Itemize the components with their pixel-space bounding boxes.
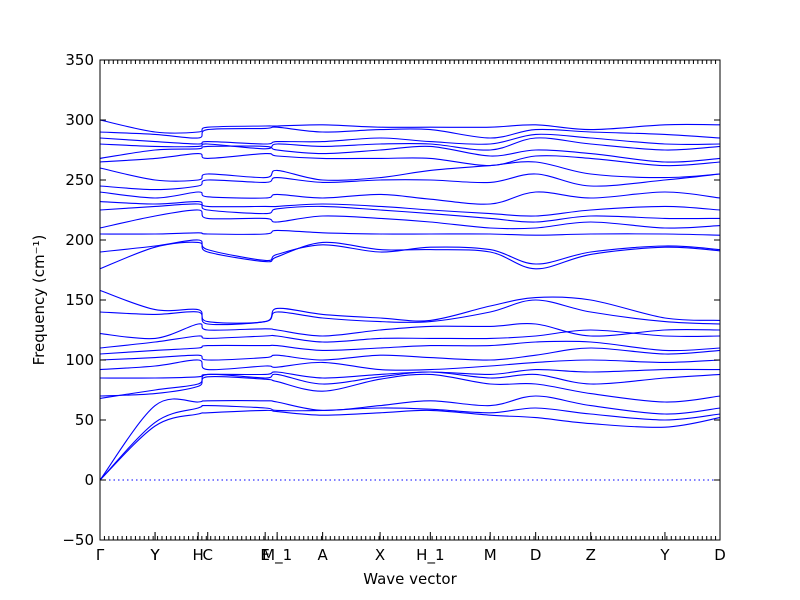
band-line-25 (99, 137, 721, 151)
band-line-9 (99, 340, 721, 355)
band-line-13 (99, 289, 721, 324)
y-tick-label: −50 (62, 531, 94, 549)
y-tick-label: 250 (65, 171, 94, 189)
band-line-27 (99, 126, 721, 139)
band-line-26 (99, 133, 721, 145)
y-tick-label: 200 (65, 231, 94, 249)
band-line-20 (99, 191, 721, 205)
y-tick-label: 350 (65, 51, 94, 69)
band-line-11 (99, 323, 721, 340)
band-line-8 (99, 347, 721, 361)
x-tick-label: Z (586, 546, 596, 564)
x-tick-label: H_1 (416, 546, 444, 565)
band-line-12 (99, 299, 721, 326)
band-line-5 (99, 371, 721, 399)
band-lines (99, 119, 721, 481)
y-tick-label: 300 (65, 111, 94, 129)
x-tick-label: C (202, 546, 212, 564)
band-line-21 (99, 173, 721, 191)
y-axis-label: Frequency (cm⁻¹) (30, 235, 48, 366)
x-tick-label: H (193, 546, 204, 564)
y-axis: −50 0 50 100 150 200 250 300 350 (62, 51, 720, 549)
band-line-1 (99, 409, 721, 481)
y-tick-label: 150 (65, 291, 94, 309)
band-line-3 (99, 395, 721, 481)
y-tick-label: 100 (65, 351, 94, 369)
band-line-7 (99, 359, 721, 371)
x-tick-label: Y (149, 546, 160, 564)
y-tick-label: 0 (84, 471, 94, 489)
x-tick-label: M_1 (262, 546, 292, 565)
x-axis-label: Wave vector (363, 570, 457, 588)
band-line-14 (99, 241, 721, 270)
band-line-17 (99, 209, 721, 230)
band-line-19 (99, 201, 721, 217)
band-line-16 (99, 229, 721, 236)
x-tick-label: Y (149, 546, 160, 564)
band-line-24 (99, 145, 721, 163)
x-tick-label: E (260, 546, 269, 564)
x-tick-label: X (375, 546, 385, 564)
x-tick-label: Γ (96, 546, 105, 564)
x-tick-label: A (317, 546, 328, 564)
band-line-15 (99, 239, 721, 265)
band-line-4 (99, 373, 721, 403)
x-tick-label: D (714, 546, 726, 564)
x-axis: Γ YY HC EM_1 A X H_1 M D Z Y D (96, 60, 726, 565)
x-tick-label: Y (659, 546, 670, 564)
band-line-18 (99, 203, 721, 223)
y-tick-label: 50 (75, 411, 94, 429)
band-line-23 (99, 153, 721, 167)
band-line-22 (99, 161, 721, 182)
band-line-6 (99, 368, 721, 379)
x-tick-label: M (484, 546, 497, 564)
x-tick-label: D (530, 546, 542, 564)
band-line-2 (99, 405, 721, 481)
band-line-10 (99, 329, 721, 349)
band-line-28 (99, 119, 721, 134)
